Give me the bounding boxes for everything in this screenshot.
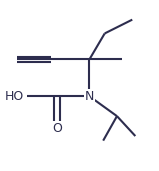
Text: O: O bbox=[52, 122, 62, 135]
Text: N: N bbox=[85, 90, 94, 103]
Text: HO: HO bbox=[4, 90, 24, 103]
